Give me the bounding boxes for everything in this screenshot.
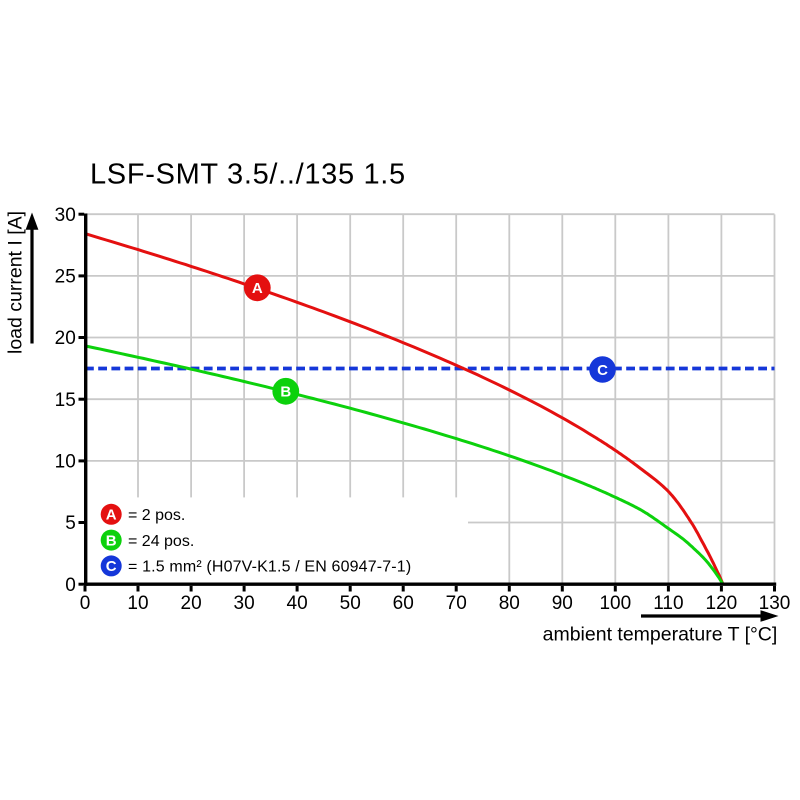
svg-text:C: C [106,558,117,575]
svg-text:0: 0 [65,575,76,596]
svg-text:LSF-SMT 3.5/../135 1.5: LSF-SMT 3.5/../135 1.5 [90,159,406,191]
svg-text:A: A [106,507,117,524]
svg-text:= 2 pos.: = 2 pos. [128,507,185,524]
svg-text:C: C [597,362,608,379]
svg-text:90: 90 [552,593,573,614]
svg-text:ambient temperature T [°C]: ambient temperature T [°C] [543,624,778,646]
svg-text:5: 5 [65,513,76,534]
svg-text:= 24 pos.: = 24 pos. [128,533,194,550]
svg-text:40: 40 [287,593,308,614]
svg-text:20: 20 [55,328,76,349]
svg-text:130: 130 [759,593,791,614]
svg-text:A: A [252,280,263,297]
svg-text:30: 30 [55,205,76,226]
svg-text:10: 10 [127,593,148,614]
svg-text:80: 80 [499,593,520,614]
svg-text:10: 10 [55,452,76,473]
svg-text:70: 70 [446,593,467,614]
svg-text:B: B [106,532,117,549]
svg-text:20: 20 [181,593,202,614]
svg-text:60: 60 [393,593,414,614]
svg-text:15: 15 [55,390,76,411]
svg-text:load current I [A]: load current I [A] [5,211,27,354]
svg-text:0: 0 [80,593,91,614]
svg-text:30: 30 [234,593,255,614]
svg-text:110: 110 [653,593,683,614]
svg-text:100: 100 [599,593,631,614]
svg-text:25: 25 [55,267,76,288]
svg-text:B: B [280,384,291,401]
svg-text:120: 120 [706,593,738,614]
svg-text:50: 50 [340,593,361,614]
svg-text:= 1.5 mm² (H07V-K1.5 / EN 6094: = 1.5 mm² (H07V-K1.5 / EN 60947-7-1) [128,559,411,576]
